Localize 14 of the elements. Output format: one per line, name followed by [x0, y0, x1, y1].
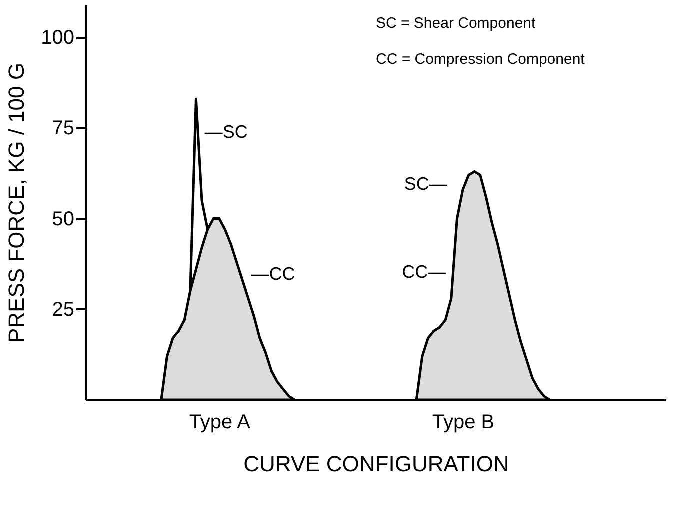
- y-tick-label: 50: [52, 208, 74, 230]
- x-axis-title: CURVE CONFIGURATION: [244, 452, 510, 476]
- y-axis-title: PRESS FORCE, KG / 100 G: [4, 63, 30, 343]
- annotation: —CC: [251, 264, 296, 284]
- y-tick-label: 100: [41, 27, 74, 50]
- annotation: SC—: [404, 174, 448, 194]
- x-tick-label: Type B: [432, 412, 495, 434]
- y-tick-label: 25: [52, 298, 74, 321]
- y-tick-label: 75: [52, 118, 74, 140]
- annotation: CC = Compression Component: [376, 51, 586, 68]
- x-tick-label: Type A: [189, 412, 252, 434]
- annotation: SC = Shear Component: [376, 15, 537, 32]
- annotation: —SC: [204, 122, 248, 142]
- annotation: CC—: [402, 262, 446, 282]
